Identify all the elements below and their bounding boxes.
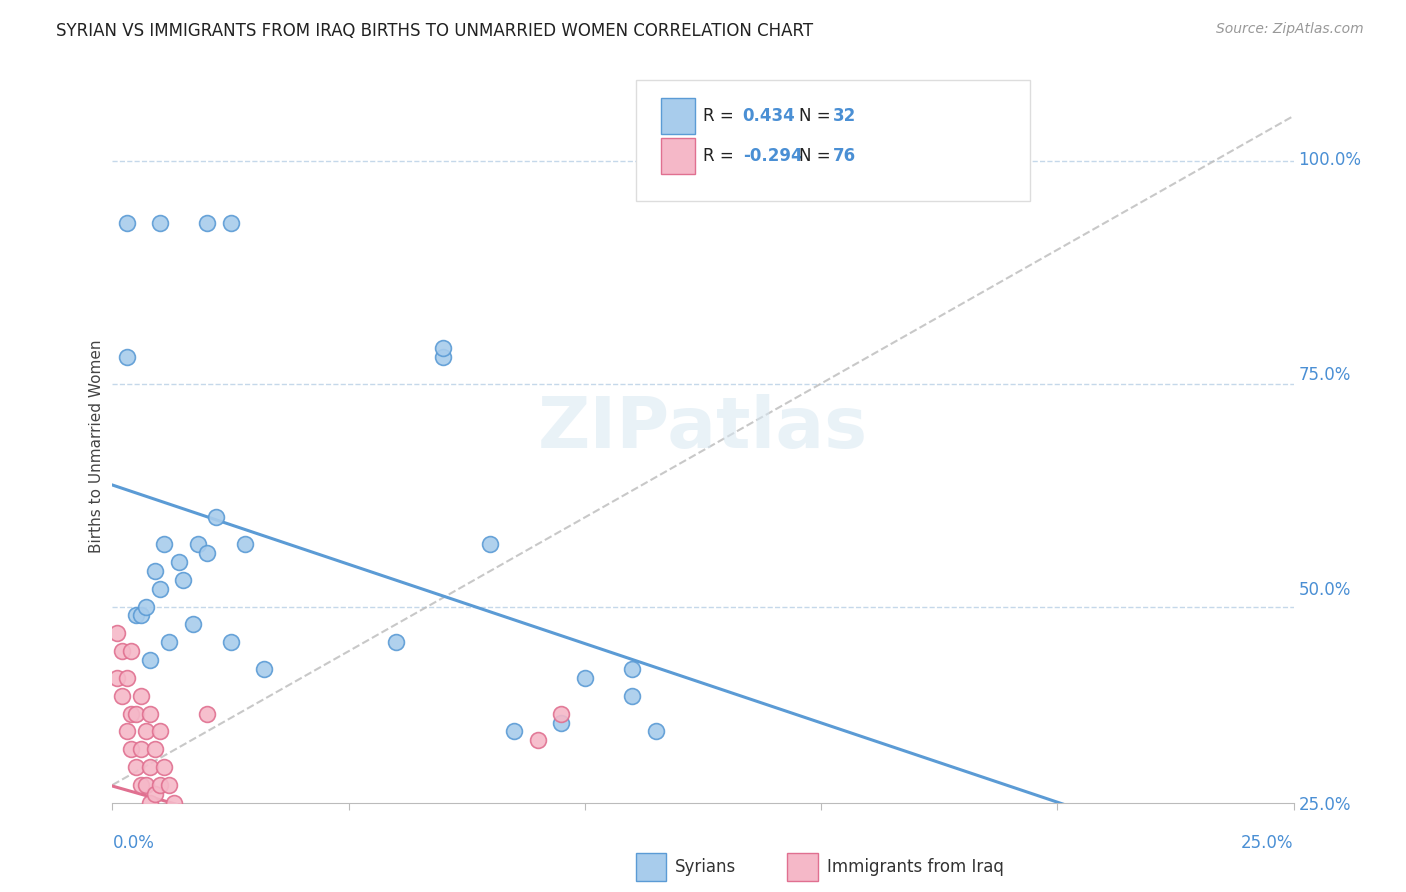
Point — [224, 876, 246, 890]
Point — [120, 644, 142, 658]
Point — [163, 831, 186, 846]
Point — [205, 867, 228, 881]
Point — [115, 350, 138, 364]
Point — [157, 635, 180, 649]
Point — [111, 689, 134, 703]
Point — [479, 537, 502, 551]
Point — [172, 814, 194, 828]
Text: 76: 76 — [832, 147, 856, 165]
Point — [177, 849, 200, 863]
Point — [135, 599, 157, 614]
Point — [129, 689, 152, 703]
Point — [143, 564, 166, 578]
Point — [120, 742, 142, 756]
Point — [233, 537, 256, 551]
Point — [181, 822, 204, 837]
Point — [111, 644, 134, 658]
Text: 32: 32 — [832, 107, 856, 125]
Point — [129, 742, 152, 756]
Text: Immigrants from Iraq: Immigrants from Iraq — [827, 858, 1004, 876]
Point — [201, 849, 224, 863]
Point — [172, 858, 194, 872]
Point — [432, 341, 454, 355]
Point — [385, 635, 408, 649]
Point — [526, 733, 548, 747]
Point — [621, 662, 644, 676]
Text: ZIPatlas: ZIPatlas — [538, 393, 868, 463]
Point — [205, 510, 228, 524]
Point — [167, 849, 190, 863]
Text: 0.0%: 0.0% — [112, 834, 155, 852]
Point — [105, 626, 128, 640]
Text: Syrians: Syrians — [675, 858, 737, 876]
Point — [550, 706, 572, 721]
Point — [191, 822, 214, 837]
Point — [167, 805, 190, 819]
Point — [503, 724, 526, 739]
Point — [120, 706, 142, 721]
Point — [135, 724, 157, 739]
Point — [550, 715, 572, 730]
Point — [129, 778, 152, 792]
Point — [276, 858, 298, 872]
Point — [139, 653, 162, 667]
Text: N =: N = — [799, 147, 835, 165]
Point — [253, 662, 276, 676]
Point — [219, 635, 242, 649]
Point — [125, 706, 148, 721]
Point — [149, 814, 172, 828]
Y-axis label: Births to Unmarried Women: Births to Unmarried Women — [89, 339, 104, 553]
Point — [139, 760, 162, 774]
Point — [153, 537, 176, 551]
Point — [153, 805, 176, 819]
Point — [219, 216, 242, 230]
Point — [209, 885, 232, 892]
Point — [143, 787, 166, 801]
Point — [149, 582, 172, 596]
Point — [621, 689, 644, 703]
Point — [135, 778, 157, 792]
Point — [105, 671, 128, 685]
Text: R =: R = — [703, 147, 740, 165]
Point — [143, 742, 166, 756]
Text: R =: R = — [703, 107, 740, 125]
Point — [186, 537, 208, 551]
Point — [163, 796, 186, 810]
Point — [157, 778, 180, 792]
Point — [115, 216, 138, 230]
Point — [181, 867, 204, 881]
Point — [195, 546, 218, 560]
Point — [149, 216, 172, 230]
Point — [186, 858, 208, 872]
Point — [153, 760, 176, 774]
Text: 0.434: 0.434 — [742, 107, 796, 125]
Point — [432, 350, 454, 364]
Point — [195, 216, 218, 230]
Point — [253, 876, 276, 890]
Point — [157, 831, 180, 846]
Point — [574, 671, 596, 685]
Point — [215, 867, 238, 881]
Point — [139, 706, 162, 721]
Point — [125, 760, 148, 774]
Point — [139, 796, 162, 810]
Text: 25.0%: 25.0% — [1241, 834, 1294, 852]
Text: SYRIAN VS IMMIGRANTS FROM IRAQ BIRTHS TO UNMARRIED WOMEN CORRELATION CHART: SYRIAN VS IMMIGRANTS FROM IRAQ BIRTHS TO… — [56, 22, 813, 40]
Point — [149, 724, 172, 739]
Point — [181, 617, 204, 632]
Point — [129, 608, 152, 623]
Text: Source: ZipAtlas.com: Source: ZipAtlas.com — [1216, 22, 1364, 37]
Text: -0.294: -0.294 — [742, 147, 803, 165]
Point — [644, 724, 666, 739]
Point — [243, 885, 266, 892]
Point — [115, 724, 138, 739]
Point — [167, 555, 190, 569]
Point — [195, 706, 218, 721]
Point — [125, 608, 148, 623]
Text: N =: N = — [799, 107, 835, 125]
Point — [149, 778, 172, 792]
Point — [172, 573, 194, 587]
Point — [115, 671, 138, 685]
